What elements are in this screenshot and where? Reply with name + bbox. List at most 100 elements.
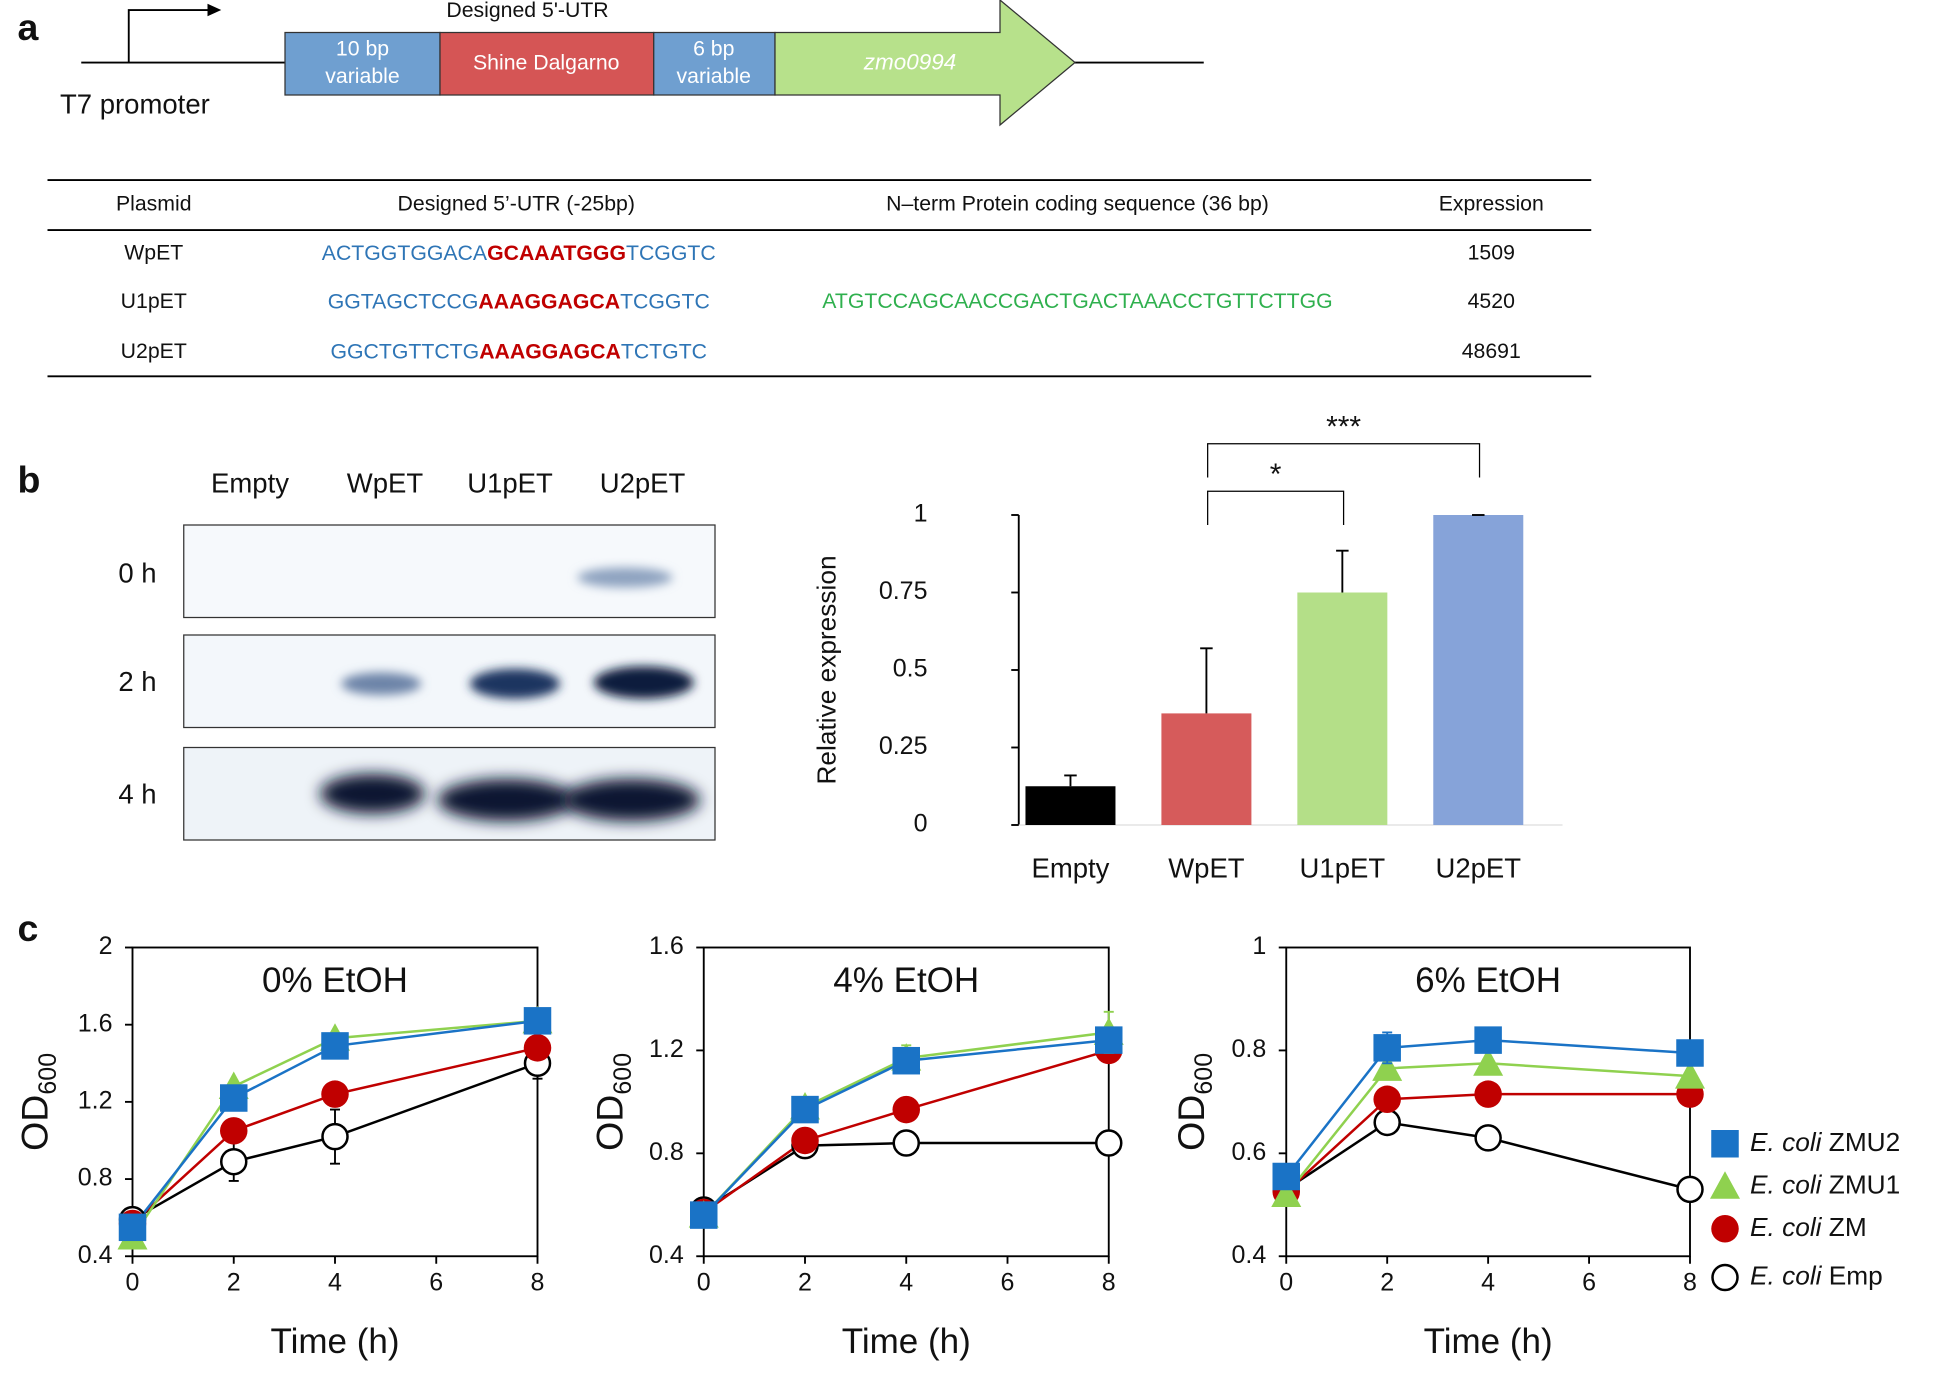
error-bar [1336,549,1349,593]
band [437,778,575,822]
sequence-segment: TCGGTC [626,240,716,264]
bar [1297,592,1388,825]
utr-sequence: ACTGGTGGACAGCAAATGGGTCGGTC [322,240,716,264]
marker [523,1007,552,1035]
series-line [131,1062,538,1221]
y-tick-label: 0.8 [1231,1035,1266,1063]
panel-label: b [18,458,41,500]
series-line [1285,1038,1691,1178]
marker [1372,1053,1403,1081]
sequence-segment: ACTGGTGGACA [322,240,488,264]
y-tick-label: 0.8 [649,1138,684,1166]
marker [791,1126,819,1155]
marker [791,1095,819,1124]
table-header: N–term Protein coding sequence (36 bp) [886,192,1269,216]
legend-label: E. coli ZMU2 [1750,1127,1900,1157]
marker [892,1129,920,1157]
marker [1373,1034,1401,1062]
box-label: 10 bp [336,37,389,61]
panel-label: c [18,907,39,949]
plasmid-name: WpET [124,240,183,264]
x-tick-label: U1pET [1300,852,1386,883]
band [341,672,422,695]
y-tick-label: 1.2 [649,1035,684,1063]
legend-marker [1711,1130,1739,1158]
sequence-segment: TCGGTC [620,289,710,313]
x-tick-label: 6 [429,1268,443,1296]
x-tick-label: 0 [1279,1268,1293,1296]
table-header: Plasmid [116,192,192,216]
y-tick-label: 0.75 [879,577,928,605]
time-label: 2 h [118,666,156,697]
x-tick-label: 8 [1683,1268,1697,1296]
y-axis-label-text: OD [13,1095,55,1151]
marker [1474,1080,1502,1108]
utr-sequence: GGTAGCTCCGAAAGGAGCATCGGTC [328,289,710,313]
x-tick-label: 6 [1001,1268,1015,1296]
sd-box [439,31,655,96]
gene-arrow [774,0,1076,127]
marker [1473,1048,1504,1076]
y-axis-label-text: OD [1170,1095,1212,1151]
legend-marker [1711,1263,1739,1292]
box-label: 6 bp [693,37,734,61]
y-axis-label-text: OD [588,1095,630,1151]
x-tick-label: 0 [126,1268,140,1296]
time-label: 4 h [118,779,156,810]
time-label: 0 h [118,557,156,588]
sequence-segment: AAAGGAGCA [479,339,621,363]
x-tick-label: 0 [697,1268,711,1296]
expression-value: 1509 [1468,240,1515,264]
utr-sequence: GGCTGTTCTGAAAGGAGCATCTGTC [330,339,707,363]
table: Plasmid Designed 5’-UTR (-25bp) N–term Pro… [47,179,1592,378]
marker [892,1095,920,1124]
x-tick-label: 2 [227,1268,241,1296]
marker [1373,1108,1401,1137]
panel-label: a [18,6,40,48]
legend-label-strain: ZMU1 [1829,1169,1900,1199]
x-tick-label: 8 [1102,1268,1116,1296]
y-axis-label: Relative expression [812,555,842,784]
bar [1025,786,1116,825]
marker [1474,1026,1502,1054]
legend-marker [1711,1215,1739,1243]
y-tick-label: 1.6 [78,1009,113,1037]
x-axis-label: Time (h) [271,1322,400,1361]
legend-label-strain: ZMU2 [1829,1127,1900,1157]
marker [321,1122,349,1151]
plasmid-name: U1pET [121,289,187,313]
marker [1474,1124,1502,1152]
lane-label: WpET [347,467,424,498]
series-line [702,1038,1109,1216]
x-tick-label: U2pET [1435,852,1521,883]
x-tick-label: 6 [1582,1268,1596,1296]
x-tick-label: 2 [1380,1268,1394,1296]
marker [1676,1175,1704,1204]
legend-label-strain: ZM [1829,1212,1867,1242]
plasmid-name: U2pET [121,339,187,363]
sequence-segment: TCTGTC [621,339,707,363]
marker [1095,1129,1123,1157]
promoter-label: T7 promoter [60,89,210,120]
y-tick-label: 0.25 [879,732,928,760]
sequence-segment: GGTAGCTCCG [328,289,479,313]
legend-label-italic: E. coli [1750,1212,1829,1242]
coding-sequence: ATGTCCAGCAACCGACTGACTAAACCTGTTCTTGG [822,289,1332,313]
significance-bracket [1207,490,1345,525]
western-blot [183,524,716,841]
marker [220,1084,248,1112]
x-tick-label: 2 [798,1268,812,1296]
marker [1675,1061,1705,1089]
significance-bracket [1207,443,1481,478]
marker [1271,1179,1302,1207]
expression-value: 4520 [1468,289,1515,313]
x-axis-label: Time (h) [842,1322,971,1361]
band [562,778,700,822]
y-axis-label: OD600 [1170,1053,1218,1151]
table-header: Expression [1439,192,1544,216]
box-label: variable [325,64,399,88]
y-tick-label: 0.5 [893,655,928,683]
lane-label: U2pET [600,467,686,498]
variable-box [284,31,441,96]
legend-label: E. coli ZM [1750,1212,1867,1242]
